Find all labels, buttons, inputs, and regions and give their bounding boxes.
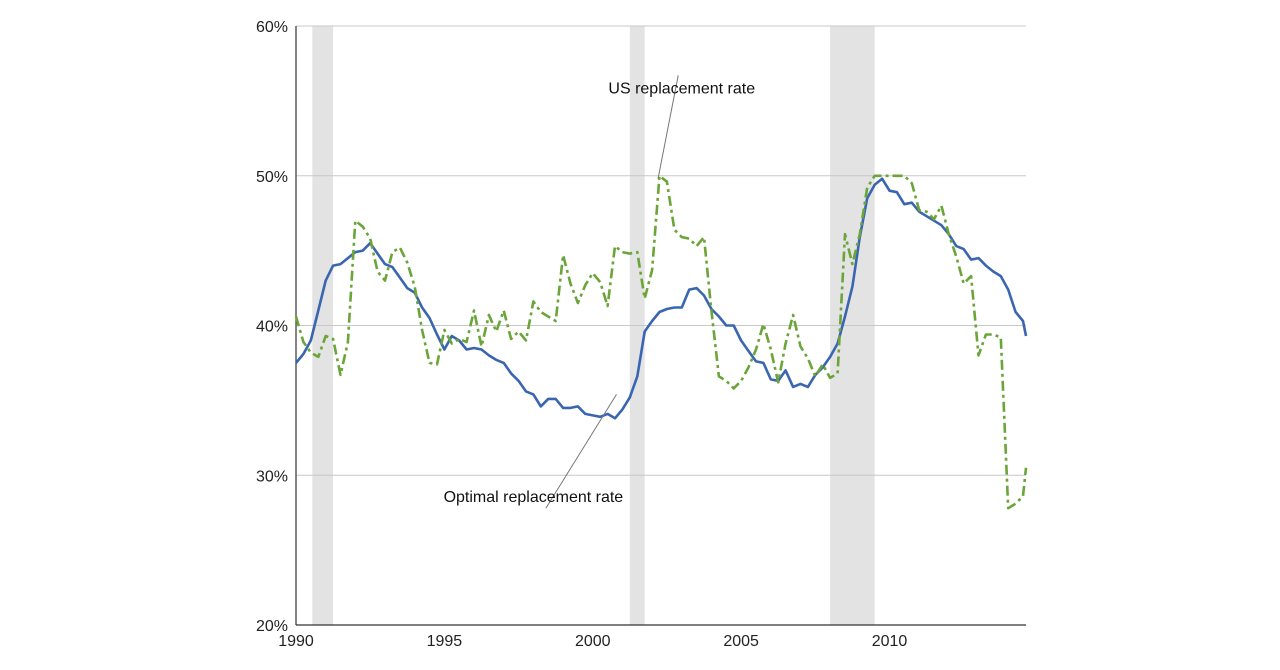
x-tick-label: 2000 bbox=[575, 633, 611, 650]
y-tick-label: 30% bbox=[256, 468, 288, 485]
y-tick-label: 50% bbox=[256, 169, 288, 186]
x-tick-label: 1990 bbox=[278, 633, 314, 650]
grid-lines bbox=[296, 25, 1026, 476]
y-tick-label: 20% bbox=[256, 618, 288, 635]
y-tick-labels: 20% 30% 40% 50% 60% bbox=[256, 19, 288, 635]
x-tick-labels: 1990 1995 2000 2005 2010 bbox=[278, 633, 907, 650]
x-tick-label: 2005 bbox=[723, 633, 759, 650]
x-tick-label: 1995 bbox=[427, 633, 463, 650]
annotations: US replacement rate Optimal replacement r… bbox=[444, 75, 755, 509]
series-line-2 bbox=[294, 174, 1028, 510]
annotation-label: Optimal replacement rate bbox=[444, 489, 624, 506]
series-line-1 bbox=[295, 177, 1028, 420]
series-lines bbox=[294, 174, 1028, 510]
y-axis bbox=[295, 26, 1026, 626]
annotation-leader bbox=[657, 75, 679, 179]
x-tick-label: 2010 bbox=[872, 633, 908, 650]
annotation-label: US replacement rate bbox=[608, 80, 755, 97]
y-tick-label: 60% bbox=[256, 19, 288, 36]
y-tick-label: 40% bbox=[256, 319, 288, 336]
annotation-leader bbox=[545, 394, 617, 509]
